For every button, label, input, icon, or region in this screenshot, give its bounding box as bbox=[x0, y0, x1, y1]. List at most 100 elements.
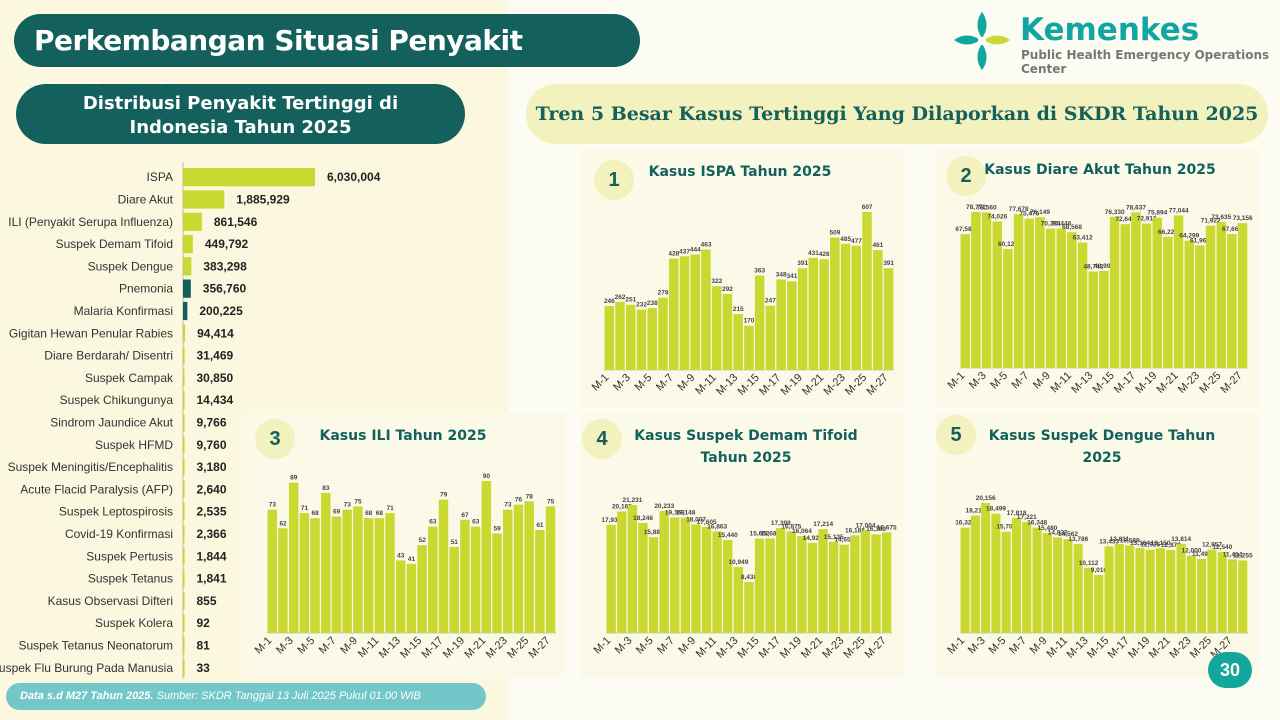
data-label: 391 bbox=[883, 260, 894, 267]
x-tick-label: M-19 bbox=[779, 372, 805, 398]
data-label: 247 bbox=[765, 298, 776, 305]
data-label: 391 bbox=[797, 260, 808, 267]
data-label: 75,894 bbox=[1147, 210, 1167, 217]
data-label: 14,928 bbox=[803, 535, 823, 542]
data-label: 10,112 bbox=[1079, 560, 1099, 567]
bar bbox=[883, 268, 894, 370]
x-tick-label: M-1 bbox=[253, 635, 275, 657]
dengue-chart-title: Kasus Suspek Dengue Tahun 2025 bbox=[982, 425, 1222, 469]
bar bbox=[1022, 521, 1032, 633]
data-label: 463 bbox=[701, 241, 712, 248]
data-label: 509 bbox=[829, 230, 840, 237]
bar bbox=[449, 546, 459, 633]
data-label: 426 bbox=[819, 251, 830, 258]
bar bbox=[183, 279, 191, 298]
category-label: Suspek Dengue bbox=[88, 259, 174, 273]
data-label: 19,168 bbox=[665, 509, 685, 516]
bar bbox=[1227, 234, 1237, 368]
bar bbox=[981, 212, 992, 368]
bar bbox=[417, 545, 427, 633]
data-label: 77,044 bbox=[1169, 207, 1189, 214]
bar bbox=[787, 281, 797, 370]
value-label: 31,469 bbox=[197, 349, 234, 363]
bar bbox=[850, 535, 860, 633]
bar bbox=[1205, 225, 1216, 368]
demam-tifoid-title-line2: Tahun 2025 bbox=[700, 450, 792, 466]
bar bbox=[183, 614, 185, 633]
x-tick-label: M-17 bbox=[757, 372, 783, 398]
bar bbox=[183, 346, 185, 365]
data-label: 18,246 bbox=[633, 515, 653, 522]
data-label: 12,540 bbox=[1212, 544, 1232, 551]
bar bbox=[1237, 223, 1248, 368]
bar bbox=[1073, 544, 1083, 633]
value-label: 1,841 bbox=[197, 572, 227, 586]
bar bbox=[1013, 214, 1024, 368]
x-tick-label: M-13 bbox=[714, 635, 740, 661]
value-label: 81 bbox=[197, 638, 211, 652]
bar bbox=[765, 538, 775, 633]
data-label: 14,832 bbox=[1048, 529, 1068, 536]
bar bbox=[183, 212, 202, 231]
value-label: 449,792 bbox=[205, 237, 249, 251]
data-label: 61 bbox=[536, 522, 544, 529]
bar bbox=[765, 305, 776, 370]
bar bbox=[1053, 537, 1063, 633]
data-label: 16,875 bbox=[781, 523, 801, 530]
bar bbox=[1083, 567, 1094, 633]
value-label: 6,030,004 bbox=[327, 170, 381, 184]
bar bbox=[981, 503, 991, 633]
data-label: 12,957 bbox=[1202, 541, 1222, 548]
bar bbox=[1003, 248, 1013, 368]
x-tick-label: M-21 bbox=[800, 372, 826, 398]
bar bbox=[723, 539, 733, 633]
bar bbox=[819, 259, 829, 370]
data-label: 67,663 bbox=[1222, 226, 1242, 233]
bar bbox=[1125, 545, 1135, 633]
data-label: 8,438 bbox=[741, 574, 758, 581]
bar bbox=[1032, 527, 1042, 633]
category-label: Suspek Flu Burung Pada Manusia bbox=[0, 661, 173, 675]
panel-diare-akut: 67,580 78,772 78,560 74,026 60,123 77,678 75,4… bbox=[936, 150, 1258, 408]
bar bbox=[331, 516, 342, 633]
bar bbox=[818, 529, 828, 633]
x-tick-label: M-23 bbox=[484, 635, 510, 661]
data-label: 13,589 bbox=[1120, 537, 1140, 544]
category-label: Suspek Kolera bbox=[95, 616, 173, 630]
data-label: 348 bbox=[776, 271, 787, 278]
bar bbox=[744, 582, 754, 633]
bar bbox=[992, 221, 1002, 368]
data-label: 78,637 bbox=[1126, 204, 1146, 211]
x-tick-label: M-23 bbox=[1176, 370, 1202, 396]
value-label: 14,434 bbox=[197, 393, 234, 407]
value-label: 356,760 bbox=[203, 282, 247, 296]
bar bbox=[1088, 271, 1098, 368]
x-tick-label: M-27 bbox=[865, 372, 891, 398]
bar bbox=[1114, 543, 1124, 633]
category-label: Pnemonia bbox=[119, 282, 173, 296]
data-label: 14,562 bbox=[1058, 531, 1078, 538]
panel-number-badge: 1 bbox=[594, 160, 634, 200]
data-label: 15,480 bbox=[1037, 525, 1057, 532]
bar bbox=[701, 526, 712, 633]
data-label: 11,255 bbox=[1233, 552, 1253, 559]
bar bbox=[839, 544, 849, 633]
data-label: 69 bbox=[333, 508, 341, 515]
bar bbox=[183, 391, 185, 410]
right-section-title: Tren 5 Besar Kasus Tertinggi Yang Dilapo… bbox=[526, 84, 1268, 144]
panel-number-badge: 3 bbox=[255, 419, 295, 459]
demam-tifoid-title-line1: Kasus Suspek Demam Tifoid bbox=[634, 428, 858, 444]
data-label: 477 bbox=[851, 238, 862, 245]
data-label: 78 bbox=[526, 493, 534, 500]
data-label: 76,149 bbox=[1030, 209, 1050, 216]
data-label: 607 bbox=[862, 204, 873, 211]
data-label: 13,786 bbox=[1068, 536, 1088, 543]
value-label: 1,885,929 bbox=[236, 192, 290, 206]
data-label: 71 bbox=[386, 505, 394, 512]
data-label: 17,398 bbox=[771, 520, 791, 527]
data-label: 74,026 bbox=[987, 213, 1007, 220]
bar bbox=[691, 524, 701, 633]
x-tick-label: M-11 bbox=[694, 635, 720, 661]
